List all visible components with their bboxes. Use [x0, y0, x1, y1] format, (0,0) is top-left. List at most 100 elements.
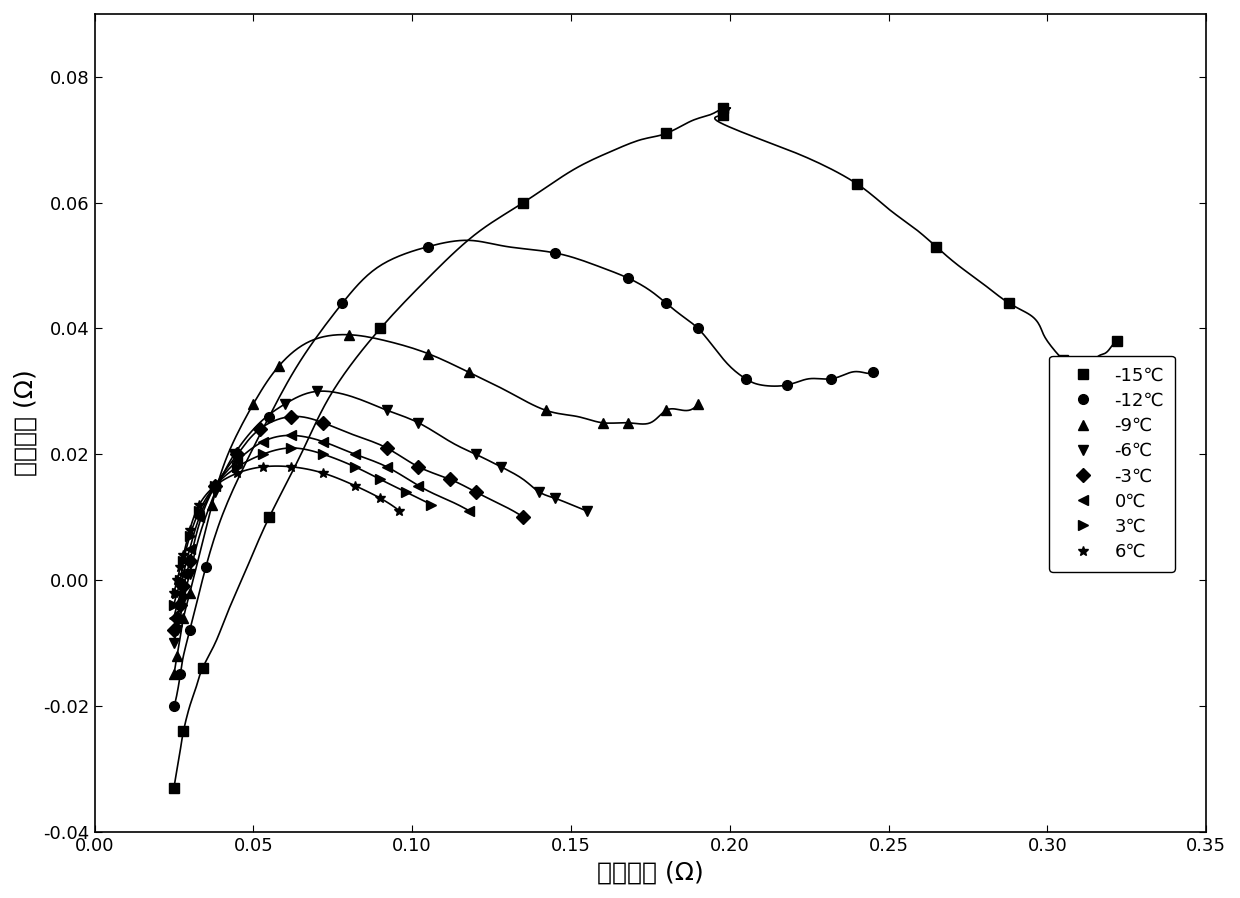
-9℃ [420, 348, 435, 359]
-6℃ [579, 506, 594, 516]
-3℃ [252, 424, 267, 435]
-12℃ [172, 669, 187, 680]
-12℃ [691, 323, 706, 334]
-3℃ [379, 443, 394, 453]
-9℃ [341, 330, 356, 340]
3℃ [231, 462, 246, 472]
-12℃ [658, 298, 673, 309]
-9℃ [166, 669, 181, 680]
-15℃ [1078, 374, 1092, 384]
6℃ [231, 468, 246, 479]
3℃ [182, 531, 197, 541]
-9℃ [691, 399, 706, 409]
-6℃ [494, 462, 508, 472]
3℃ [192, 506, 207, 516]
6℃ [284, 462, 299, 472]
3℃ [373, 474, 388, 485]
-9℃ [246, 399, 260, 409]
-15℃ [849, 179, 864, 189]
-9℃ [170, 650, 185, 661]
-3℃ [182, 556, 197, 567]
-6℃ [182, 568, 197, 579]
-15℃ [166, 782, 181, 793]
-3℃ [208, 480, 223, 491]
Line: 0℃: 0℃ [169, 430, 474, 622]
0℃ [255, 436, 270, 447]
-12℃ [780, 380, 795, 391]
0℃ [284, 430, 299, 441]
-9℃ [272, 361, 286, 372]
3℃ [170, 587, 185, 598]
-12℃ [198, 562, 213, 573]
-15℃ [262, 512, 277, 523]
6℃ [208, 480, 223, 491]
Line: 6℃: 6℃ [169, 462, 404, 597]
0℃ [316, 436, 331, 447]
-15℃ [195, 663, 210, 674]
6℃ [347, 480, 362, 491]
-3℃ [231, 449, 246, 460]
-3℃ [443, 474, 458, 485]
6℃ [176, 550, 191, 560]
-12℃ [866, 367, 880, 378]
-6℃ [176, 594, 191, 604]
-9℃ [538, 405, 553, 416]
6℃ [255, 462, 270, 472]
Line: 3℃: 3℃ [169, 443, 436, 610]
3℃ [284, 443, 299, 453]
-6℃ [532, 487, 547, 497]
3℃ [398, 487, 413, 497]
3℃ [166, 600, 181, 611]
-3℃ [172, 600, 187, 611]
-6℃ [379, 405, 394, 416]
-6℃ [410, 418, 425, 428]
Y-axis label: 阻抗虚部 (Ω): 阻抗虚部 (Ω) [14, 369, 38, 476]
6℃ [316, 468, 331, 479]
-3℃ [469, 487, 484, 497]
0℃ [410, 480, 425, 491]
-6℃ [310, 386, 325, 397]
-6℃ [208, 487, 223, 497]
0℃ [231, 455, 246, 466]
Line: -15℃: -15℃ [169, 103, 1122, 793]
-6℃ [469, 449, 484, 460]
0℃ [172, 587, 187, 598]
-12℃ [335, 298, 350, 309]
-12℃ [621, 273, 636, 284]
-9℃ [595, 418, 610, 428]
-15℃ [1002, 298, 1017, 309]
-12℃ [166, 700, 181, 711]
-3℃ [284, 411, 299, 422]
0℃ [461, 506, 476, 516]
-3℃ [410, 462, 425, 472]
-15℃ [929, 242, 944, 252]
-6℃ [227, 449, 242, 460]
X-axis label: 阻抗实部 (Ω): 阻抗实部 (Ω) [596, 860, 704, 885]
-12℃ [262, 411, 277, 422]
3℃ [347, 462, 362, 472]
-15℃ [516, 198, 531, 208]
-3℃ [316, 418, 331, 428]
-6℃ [170, 625, 185, 636]
-9℃ [176, 612, 191, 623]
3℃ [424, 499, 439, 510]
6℃ [170, 575, 185, 585]
0℃ [347, 449, 362, 460]
-9℃ [182, 587, 197, 598]
-15℃ [1110, 336, 1125, 347]
-3℃ [166, 625, 181, 636]
3℃ [208, 480, 223, 491]
-12℃ [823, 374, 838, 384]
Line: -12℃: -12℃ [169, 242, 878, 710]
-12℃ [182, 625, 197, 636]
0℃ [166, 612, 181, 623]
6℃ [373, 493, 388, 504]
-6℃ [166, 638, 181, 648]
-3℃ [170, 612, 185, 623]
0℃ [170, 600, 185, 611]
3℃ [176, 556, 191, 567]
-15℃ [176, 726, 191, 736]
-9℃ [658, 405, 673, 416]
-3℃ [176, 581, 191, 592]
0℃ [182, 543, 197, 554]
